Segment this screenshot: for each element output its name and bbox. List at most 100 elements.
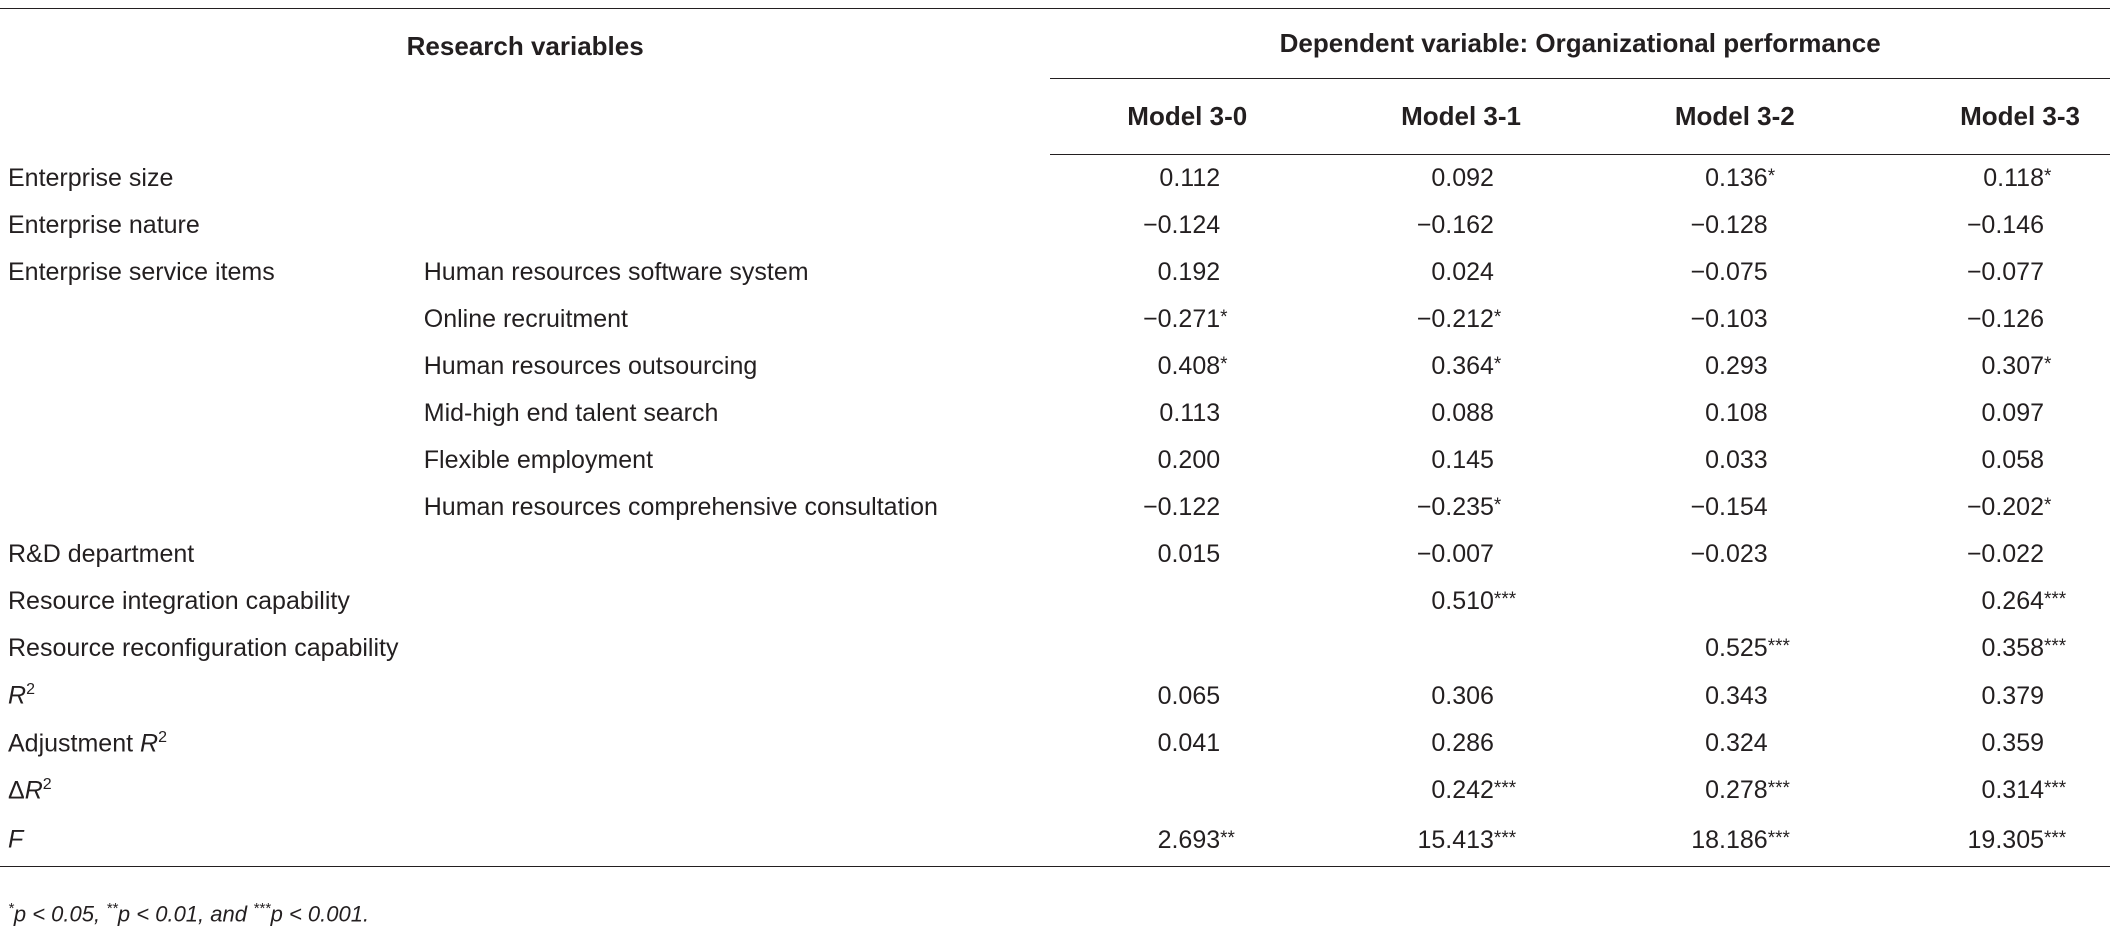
value-cell: 0.192 <box>1050 249 1324 296</box>
variable-label: Resource integration capability <box>8 587 350 616</box>
sub-variable-label: Online recruitment <box>423 304 628 333</box>
value-cell: −0.023 <box>1598 531 1872 578</box>
value-cell: −0.202* <box>1872 484 2110 531</box>
value-number: 0.358 <box>1981 634 2044 663</box>
variable-label: Enterprise size <box>8 163 174 192</box>
table-row: Mid-high end talent search 0.113 0.088 0.10… <box>0 390 2110 437</box>
value-cell: 0.293 <box>1598 343 1872 390</box>
value-cell: −0.212* <box>1324 296 1598 343</box>
value-cell: 18.186*** <box>1597 813 1872 868</box>
value-number: 0.314 <box>1981 775 2044 804</box>
footnote: *p < 0.05, **p < 0.01, and ***p < 0.001. <box>8 900 369 927</box>
variable-label: Enterprise service items <box>8 257 275 286</box>
header-row-models: Model 3-0 Model 3-1 Model 3-2 Model 3-3 <box>0 78 2110 155</box>
table-row: R&D department 0.015 −0.007 −0.023 −0.022 <box>0 531 2110 578</box>
value-cell: 0.278*** <box>1598 767 1872 814</box>
footnote-text: < 0.01, and <box>130 901 254 927</box>
sub-variable-label: Human resources comprehensive consultati… <box>423 493 938 522</box>
table-row: Human resources comprehensive consultati… <box>0 484 2110 531</box>
value-number: 0.379 <box>1981 681 2044 710</box>
value-cell: 0.088 <box>1324 390 1598 437</box>
stat-symbol: R <box>24 775 43 804</box>
stat-label: Adjustment R2 <box>0 720 1050 767</box>
value-cell: 0.358*** <box>1872 625 2110 672</box>
value-cell: −0.128 <box>1598 202 1872 249</box>
sub-variable-label <box>424 625 1051 672</box>
stat-superscript: 2 <box>42 775 52 793</box>
value-cell: 0.108 <box>1598 390 1872 437</box>
stat-symbol: F <box>8 825 24 854</box>
significance-stars: *** <box>2044 589 2067 611</box>
significance-stars: * <box>2044 165 2052 187</box>
value-cell: 0.307* <box>1872 343 2110 390</box>
value-number: 2.693 <box>1157 825 1221 854</box>
value-number: 0.092 <box>1431 163 1494 192</box>
variable-label: Resource reconfiguration capability <box>8 634 399 663</box>
stat-label: R2 <box>0 673 1050 720</box>
significance-stars: * <box>1767 165 1776 187</box>
sub-variable-label: Human resources outsourcing <box>423 351 758 380</box>
stat-prefix: Δ <box>8 775 25 804</box>
value-cell: −0.162 <box>1324 202 1598 249</box>
variable-label: Enterprise nature <box>8 210 200 239</box>
variable-label <box>0 343 424 390</box>
value-number: 0.033 <box>1705 446 1768 475</box>
footnote-p: p <box>270 901 283 927</box>
value-number: −0.075 <box>1690 257 1768 286</box>
significance-stars: ** <box>1220 827 1235 849</box>
value-number: −0.235 <box>1416 493 1494 522</box>
value-cell: 0.118* <box>1872 155 2110 202</box>
variable-label <box>0 296 424 343</box>
table-row: Enterprise service items Human resources … <box>0 249 2110 296</box>
value-number: 0.024 <box>1431 257 1494 286</box>
value-cell: −0.126 <box>1872 296 2110 343</box>
value-cell: 0.314*** <box>1872 767 2110 814</box>
value-number: 0.112 <box>1159 163 1221 192</box>
model-header: Model 3-1 <box>1324 78 1598 155</box>
significance-stars: *** <box>1493 777 1517 799</box>
value-cell: −0.077 <box>1872 249 2110 296</box>
value-cell: −0.146 <box>1872 202 2110 249</box>
value-cell: 0.113 <box>1050 390 1324 437</box>
value-number: 0.278 <box>1705 775 1768 804</box>
significance-stars: * <box>2044 495 2052 517</box>
significance-stars: *** <box>1493 589 1517 611</box>
value-cell: −0.007 <box>1324 531 1598 578</box>
value-cell: −0.154 <box>1598 484 1872 531</box>
value-cell: −0.022 <box>1872 531 2110 578</box>
footnote-star: *** <box>253 900 271 917</box>
value-cell <box>1050 767 1324 814</box>
footnote-star: ** <box>106 900 118 917</box>
value-number: −0.007 <box>1416 540 1494 569</box>
value-number: −0.122 <box>1142 493 1221 522</box>
value-number: −0.077 <box>1966 257 2044 286</box>
value-number: 15.413 <box>1417 825 1494 854</box>
significance-stars: * <box>1493 495 1502 517</box>
value-number: 0.136 <box>1705 163 1768 192</box>
value-cell: 0.306 <box>1324 673 1598 720</box>
header-row-top: Research variables Dependent variable: O… <box>0 8 2110 155</box>
value-number: 0.145 <box>1431 446 1494 475</box>
stat-row: ΔR2 0.242*** 0.278*** 0.314*** <box>0 767 2110 814</box>
variable-label: R&D department <box>8 540 195 569</box>
stat-symbol: R <box>140 728 159 757</box>
variable-label <box>0 484 424 531</box>
significance-stars: * <box>2044 353 2052 375</box>
table-row: Enterprise nature −0.124 −0.162 −0.128 −0.14… <box>0 202 2110 249</box>
value-number: −0.162 <box>1416 210 1494 239</box>
research-variables-header: Research variables <box>0 8 1051 155</box>
value-cell: −0.075 <box>1598 249 1872 296</box>
value-number: 0.065 <box>1157 681 1221 710</box>
value-number: 0.118 <box>1983 163 2044 192</box>
model-header: Model 3-0 <box>1050 78 1325 155</box>
dependent-variable-label: Dependent variable: Organizational perfo… <box>1279 28 1881 58</box>
value-cell: 0.136* <box>1598 155 1872 202</box>
value-number: 0.307 <box>1981 351 2044 380</box>
value-cell: 0.200 <box>1050 437 1324 484</box>
footnote-p: p <box>117 901 131 927</box>
value-number: 0.343 <box>1705 681 1768 710</box>
value-number: 0.058 <box>1981 446 2044 475</box>
value-cell: 0.092 <box>1324 155 1598 202</box>
value-cell: 15.413*** <box>1324 813 1598 868</box>
